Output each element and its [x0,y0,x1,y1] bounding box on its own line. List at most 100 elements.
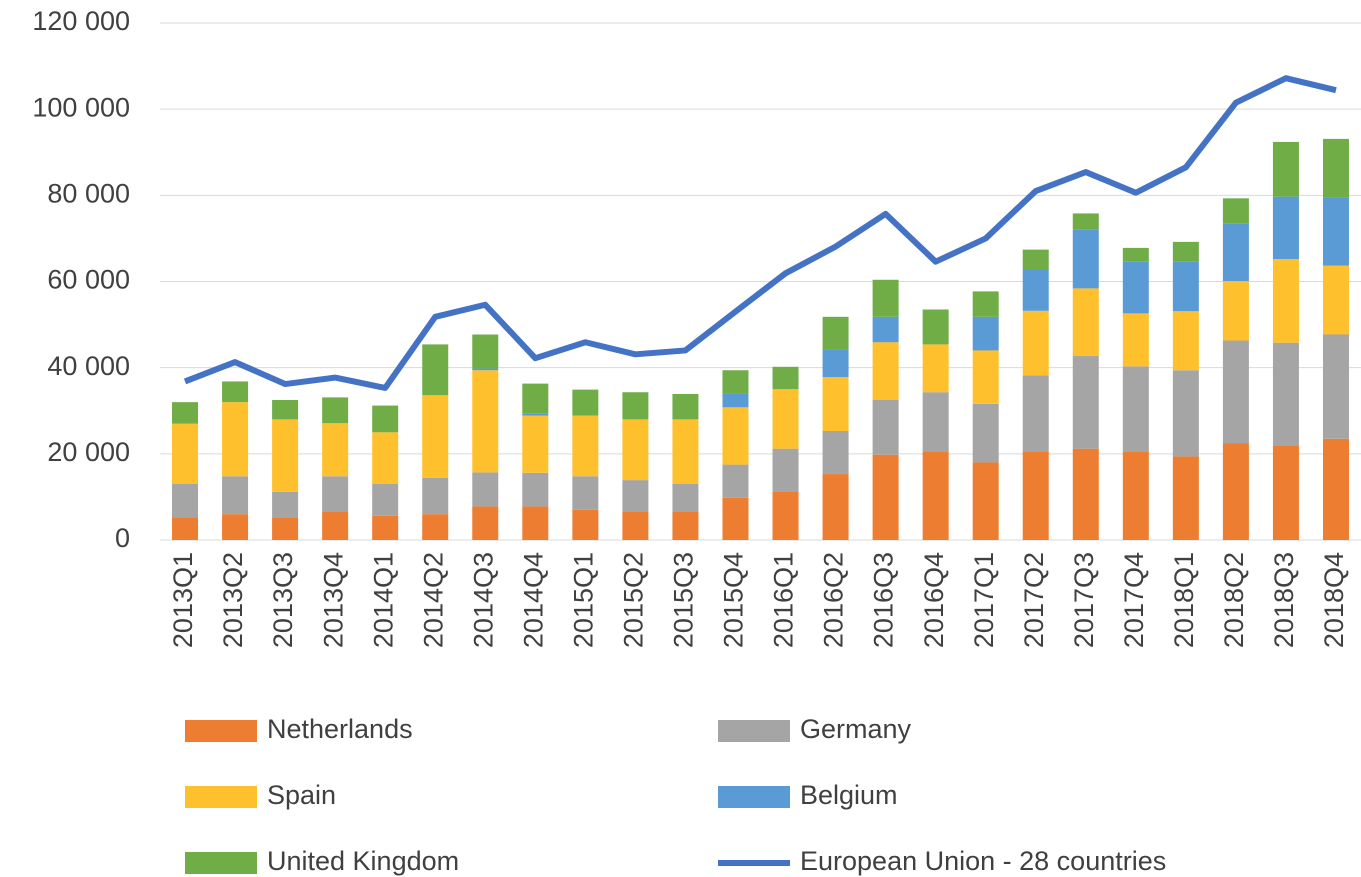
y-tick-label: 0 [115,523,130,553]
x-tick-label: 2016Q2 [819,552,849,648]
bar-segment [822,349,849,378]
bar-segment [1172,241,1199,262]
x-tick-label: 2015Q3 [669,552,699,648]
bar-segment [222,381,249,403]
bar-segment [1272,259,1299,343]
bar-segment [822,316,849,350]
bar-segment [522,472,549,507]
bar-segment [1022,451,1049,540]
x-tick-label: 2016Q4 [919,552,949,648]
bar-segment [222,476,249,515]
bar-segment [372,515,399,540]
bar-segment [622,419,649,481]
bar-segment [1122,451,1149,540]
bar-segment [1072,448,1099,540]
bar-segment [572,509,599,540]
x-tick-label: 2013Q2 [218,552,248,648]
bar-segment [472,506,499,540]
y-tick-label: 60 000 [47,265,130,295]
x-tick-label: 2015Q4 [719,552,749,648]
bar-segment [522,413,549,416]
bar-segment [572,389,599,416]
bar-segment [922,309,949,345]
bar-segment [1022,375,1049,452]
bar-segment [272,419,299,492]
x-tick-label: 2013Q4 [318,552,348,648]
bar-segment [1022,269,1049,311]
bar-segment [1122,261,1149,314]
legend-swatch [185,786,257,808]
bar-segment [972,316,999,351]
bar-segment [1122,247,1149,262]
bar-segment [1222,443,1249,540]
bar-segment [1072,356,1099,449]
bar-segment [172,483,199,518]
bar-segment [1222,198,1249,224]
bar-segment [1022,249,1049,270]
bar-segment [622,392,649,420]
bar-segment [472,334,499,369]
bar-segment [922,451,949,540]
bar-segment [372,483,399,516]
x-tick-label: 2015Q2 [619,552,649,648]
legend-label: United Kingdom [267,846,459,876]
bar-segment [722,464,749,498]
bar-segment [1172,261,1199,312]
x-tick-label: 2014Q1 [368,552,398,648]
bar-segment [522,506,549,540]
bar-segment [472,368,499,371]
legend-swatch [185,852,257,874]
bar-segment [1172,456,1199,540]
y-tick-label: 120 000 [32,6,130,36]
bar-segment [422,344,449,396]
y-tick-label: 20 000 [47,437,130,467]
x-tick-label: 2017Q4 [1119,552,1149,648]
bar-segment [572,415,599,477]
bar-segment [672,511,699,540]
bar-segment [722,407,749,465]
bar-segment [572,476,599,510]
x-tick-label: 2015Q1 [568,552,598,648]
bar-segment [772,491,799,540]
bar-segment [722,393,749,408]
bar-segment [322,476,349,512]
x-tick-label: 2017Q3 [1069,552,1099,648]
bar-segment [1072,229,1099,289]
bar-segment [1322,438,1349,540]
y-tick-label: 80 000 [47,178,130,208]
bar-segment [522,383,549,414]
bar-segment [372,432,399,484]
line-series [183,75,1337,391]
x-tick-label: 2018Q2 [1219,552,1249,648]
bar-segment [972,403,999,463]
bar-segment [272,399,299,420]
bar-segment [1222,340,1249,444]
bar-segment [422,514,449,540]
bar-segment [1022,310,1049,376]
bar-segment [222,514,249,540]
bar-segment [1122,313,1149,367]
bar-segment [672,419,699,484]
bar-segment [522,415,549,473]
bar-segment [622,511,649,540]
bar-segment [472,370,499,473]
bar-segment [622,480,649,512]
bar-segment [1072,213,1099,230]
bar-segment [272,517,299,540]
x-tick-label: 2013Q3 [268,552,298,648]
x-tick-label: 2014Q3 [468,552,498,648]
bar-segment [172,517,199,540]
y-tick-label: 40 000 [47,351,130,381]
bar-segment [222,402,249,477]
x-tick-label: 2017Q1 [969,552,999,648]
bar-segment [172,423,199,484]
bar-segment [822,474,849,540]
bar-segment [672,393,699,420]
bar-segment [1222,223,1249,282]
x-tick-label: 2017Q2 [1019,552,1049,648]
x-tick-label: 2018Q3 [1269,552,1299,648]
x-tick-label: 2013Q1 [168,552,198,648]
bar-segment [1222,281,1249,341]
bar-segment [1122,366,1149,452]
